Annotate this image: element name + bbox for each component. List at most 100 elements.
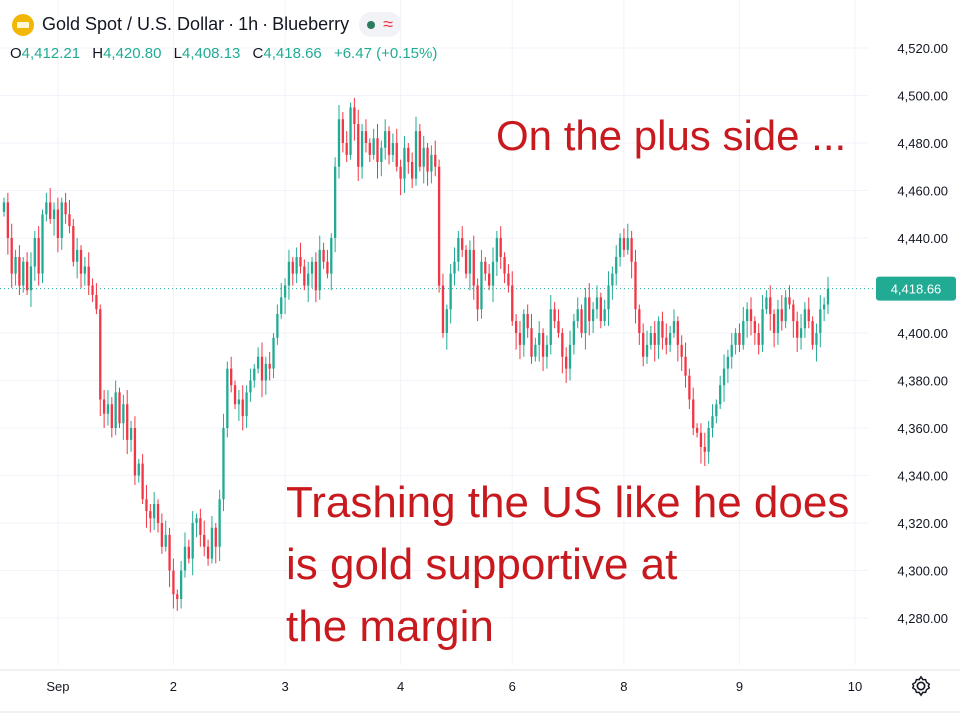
candle (264, 356, 267, 395)
candle (168, 527, 171, 588)
candle (676, 316, 679, 362)
candle (449, 264, 452, 324)
candle (249, 368, 252, 402)
candle-body (769, 297, 772, 314)
candle-body (387, 131, 391, 155)
candle (738, 323, 741, 352)
candle (430, 145, 433, 184)
candle-body (264, 363, 267, 381)
candle-body (218, 499, 221, 547)
candle-body (118, 392, 121, 424)
candle-body (29, 266, 33, 291)
candle (349, 102, 352, 160)
candle (122, 394, 125, 440)
candle (280, 283, 283, 319)
candle-body (780, 309, 783, 322)
candle-body (10, 238, 13, 274)
candle (183, 532, 187, 578)
candle-body (322, 249, 325, 262)
candle (734, 328, 737, 355)
candle (145, 485, 148, 528)
candle (337, 105, 341, 179)
y-tick-label: 4,520.00 (897, 41, 948, 56)
candle (268, 352, 271, 381)
candle-body (468, 249, 472, 274)
candle-body (330, 238, 333, 274)
close-key: C (252, 45, 264, 62)
candle (499, 226, 502, 269)
candle-body (357, 124, 360, 167)
candle-body (434, 154, 437, 167)
candle-body (272, 337, 275, 369)
candle (191, 511, 194, 576)
candle (410, 152, 414, 189)
candle-body (299, 257, 302, 267)
y-tick-label: 4,440.00 (897, 231, 948, 246)
high-value: 4,420.80 (103, 45, 162, 62)
candle-body (52, 209, 56, 219)
candle (776, 299, 780, 345)
candle (822, 297, 826, 322)
candle-body (122, 404, 125, 424)
candle-body (815, 333, 818, 345)
candle (788, 285, 791, 310)
candle (595, 285, 599, 319)
symbol-header[interactable]: Gold Spot / U.S. Dollar · 1h · Blueberry… (12, 12, 402, 37)
candle (160, 513, 164, 554)
candle (87, 252, 90, 295)
candle (826, 276, 830, 314)
candle (299, 242, 302, 274)
market-status[interactable]: ≈ (359, 12, 402, 37)
candle-body (25, 261, 29, 291)
candle-body (426, 147, 429, 172)
candle-body (110, 404, 113, 428)
candle-body (738, 333, 741, 345)
candle-body (530, 328, 533, 357)
candle-body (453, 261, 456, 274)
candle-body (206, 546, 210, 559)
candle (226, 361, 229, 438)
candle (576, 297, 579, 329)
candle (757, 323, 760, 355)
candle-body (210, 527, 214, 559)
candle (318, 235, 321, 300)
last-price-tag (876, 276, 956, 301)
candle-body (145, 499, 148, 512)
candle-body (661, 321, 664, 338)
candle (711, 404, 714, 438)
candle (153, 492, 156, 531)
interval-label[interactable]: 1h (238, 14, 259, 34)
close-value: 4,418.66 (263, 45, 322, 62)
candle (45, 192, 48, 222)
low-value: 4,408.13 (181, 45, 241, 62)
candle-body (287, 261, 291, 286)
gold-logo-icon (12, 13, 34, 36)
candle (534, 337, 537, 362)
candle (807, 297, 810, 329)
candle-body (333, 166, 337, 238)
candle (407, 143, 410, 174)
change-value: +6.47 (+0.15%) (333, 45, 438, 62)
candle (110, 397, 113, 438)
gear-icon[interactable] (910, 675, 932, 697)
low-key: L (173, 45, 182, 62)
candle-body (626, 238, 629, 250)
candle-body (615, 257, 618, 274)
candle-body (230, 368, 233, 386)
candle-body (376, 138, 379, 162)
candle (25, 252, 29, 295)
candle (495, 230, 499, 276)
candle (391, 133, 395, 162)
candle-body (634, 261, 637, 310)
candle (384, 119, 387, 160)
candle-body (160, 523, 164, 547)
candle-body (256, 356, 260, 369)
candle-body (214, 527, 217, 547)
candle (726, 349, 730, 383)
candle-body (364, 131, 368, 143)
candle-body (280, 297, 283, 314)
candle (553, 302, 556, 329)
candle-body (588, 297, 591, 322)
